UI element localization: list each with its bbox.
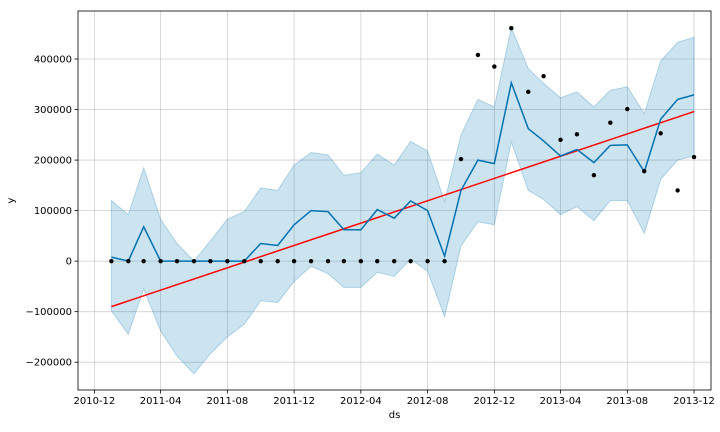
observed-point — [341, 258, 347, 264]
observed-point — [492, 64, 497, 69]
x-tick-label: 2013-04 — [540, 396, 582, 407]
observed-point — [141, 258, 146, 264]
observed-point — [608, 120, 613, 125]
x-tick-label: 2012-08 — [407, 396, 449, 407]
observed-point — [208, 258, 213, 264]
observed-point — [242, 258, 247, 264]
observed-point — [225, 258, 230, 264]
observed-point — [526, 89, 531, 95]
y-tick-label: −100000 — [25, 307, 72, 318]
plot-area-frame — [77, 10, 712, 391]
x-axis-ticks: 2010-12 2011-04 2011-08 2011-12 2012-04 2012-… — [74, 390, 715, 407]
observed-point — [691, 154, 697, 160]
x-tick-label: 2013-08 — [606, 396, 648, 407]
observed-point — [425, 258, 430, 264]
observed-point — [625, 106, 630, 112]
y-axis-label: y — [6, 197, 17, 203]
y-tick-label: −200000 — [25, 358, 72, 369]
y-tick-label: 400000 — [34, 55, 72, 66]
observed-point — [574, 132, 580, 137]
observed-point — [558, 137, 563, 143]
observed-point — [458, 156, 464, 162]
observed-point — [408, 258, 413, 264]
observed-point — [591, 173, 597, 178]
observed-point — [258, 258, 263, 264]
observed-point — [541, 73, 546, 79]
observed-point — [442, 258, 447, 264]
y-tick-label: 100000 — [34, 206, 72, 217]
x-tick-label: 2010-12 — [74, 396, 116, 407]
observed-point — [308, 258, 314, 264]
observed-point — [275, 258, 280, 264]
y-axis-ticks: −200000 −100000 0 100000 200000 300000 400000 — [25, 55, 78, 369]
y-tick-label: 300000 — [34, 105, 72, 116]
observed-point — [509, 25, 514, 31]
observed-point — [158, 258, 163, 264]
uncertainty-band — [110, 26, 695, 375]
observed-point — [392, 258, 397, 264]
x-tick-label: 2011-08 — [206, 396, 248, 407]
forecast-polyline — [111, 80, 695, 262]
x-tick-label: 2013-12 — [673, 396, 715, 407]
x-axis-label: ds — [389, 410, 401, 421]
uncertainty-interval-area — [110, 26, 695, 375]
observed-point — [291, 258, 297, 264]
observed-point — [375, 258, 380, 264]
observed-point — [191, 258, 197, 264]
observed-points — [109, 25, 697, 264]
observed-point — [126, 258, 131, 264]
y-tick-label: 0 — [66, 257, 72, 268]
observed-point — [658, 131, 663, 136]
y-tick-label: 200000 — [34, 156, 72, 167]
observed-point — [475, 52, 481, 58]
observed-point — [325, 258, 331, 264]
x-tick-label: 2012-04 — [340, 396, 382, 407]
observed-point — [642, 168, 647, 174]
x-tick-label: 2011-04 — [140, 396, 182, 407]
observed-point — [109, 258, 114, 264]
observed-point — [358, 258, 364, 264]
x-tick-label: 2012-12 — [473, 396, 515, 407]
observed-point — [174, 258, 180, 264]
forecast-line — [111, 80, 695, 262]
observed-point — [675, 188, 680, 193]
x-tick-label: 2011-12 — [273, 396, 315, 407]
